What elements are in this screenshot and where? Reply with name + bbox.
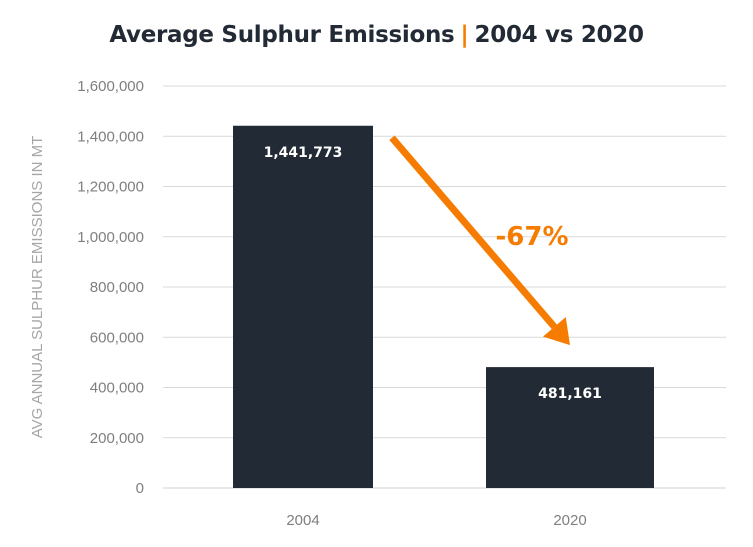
chart-title: Average Sulphur Emissions | 2004 vs 2020 (0, 22, 753, 48)
change-annotation: -67% (495, 222, 568, 252)
y-tick-label: 1,000,000 (77, 229, 144, 246)
x-axis-ticks: 2004 2020 (286, 512, 586, 529)
data-label: 481,161 (538, 386, 602, 402)
y-tick-label: 800,000 (90, 279, 144, 296)
bar-2004 (233, 125, 373, 489)
y-axis-ticks: 0 200,000 400,000 600,000 800,000 1,000,000 1,… (77, 78, 144, 497)
title-separator: | (460, 22, 469, 48)
y-tick-label: 600,000 (90, 329, 144, 346)
annotation: -67% (389, 135, 570, 346)
bar-2020 (486, 367, 654, 488)
arrow-head (542, 317, 570, 346)
bars: 1,441,773 481,161 (233, 125, 654, 489)
x-tick-label: 2004 (286, 512, 319, 529)
y-tick-label: 200,000 (90, 430, 144, 447)
chart-subtitle: 2004 vs 2020 (474, 22, 644, 48)
y-axis-title: AVG ANNUAL SULPHUR EMISSIONS IN MT (29, 136, 46, 439)
arrow-shaft (389, 135, 558, 330)
y-tick-label: 1,400,000 (77, 128, 144, 145)
data-label: 1,441,773 (264, 145, 343, 161)
chart-title-main: Average Sulphur Emissions (109, 22, 455, 48)
y-tick-label: 1,600,000 (77, 78, 144, 95)
y-tick-label: 400,000 (90, 380, 144, 397)
x-tick-label: 2020 (553, 512, 586, 529)
y-tick-label: 1,200,000 (77, 179, 144, 196)
y-tick-label: 0 (136, 480, 144, 497)
